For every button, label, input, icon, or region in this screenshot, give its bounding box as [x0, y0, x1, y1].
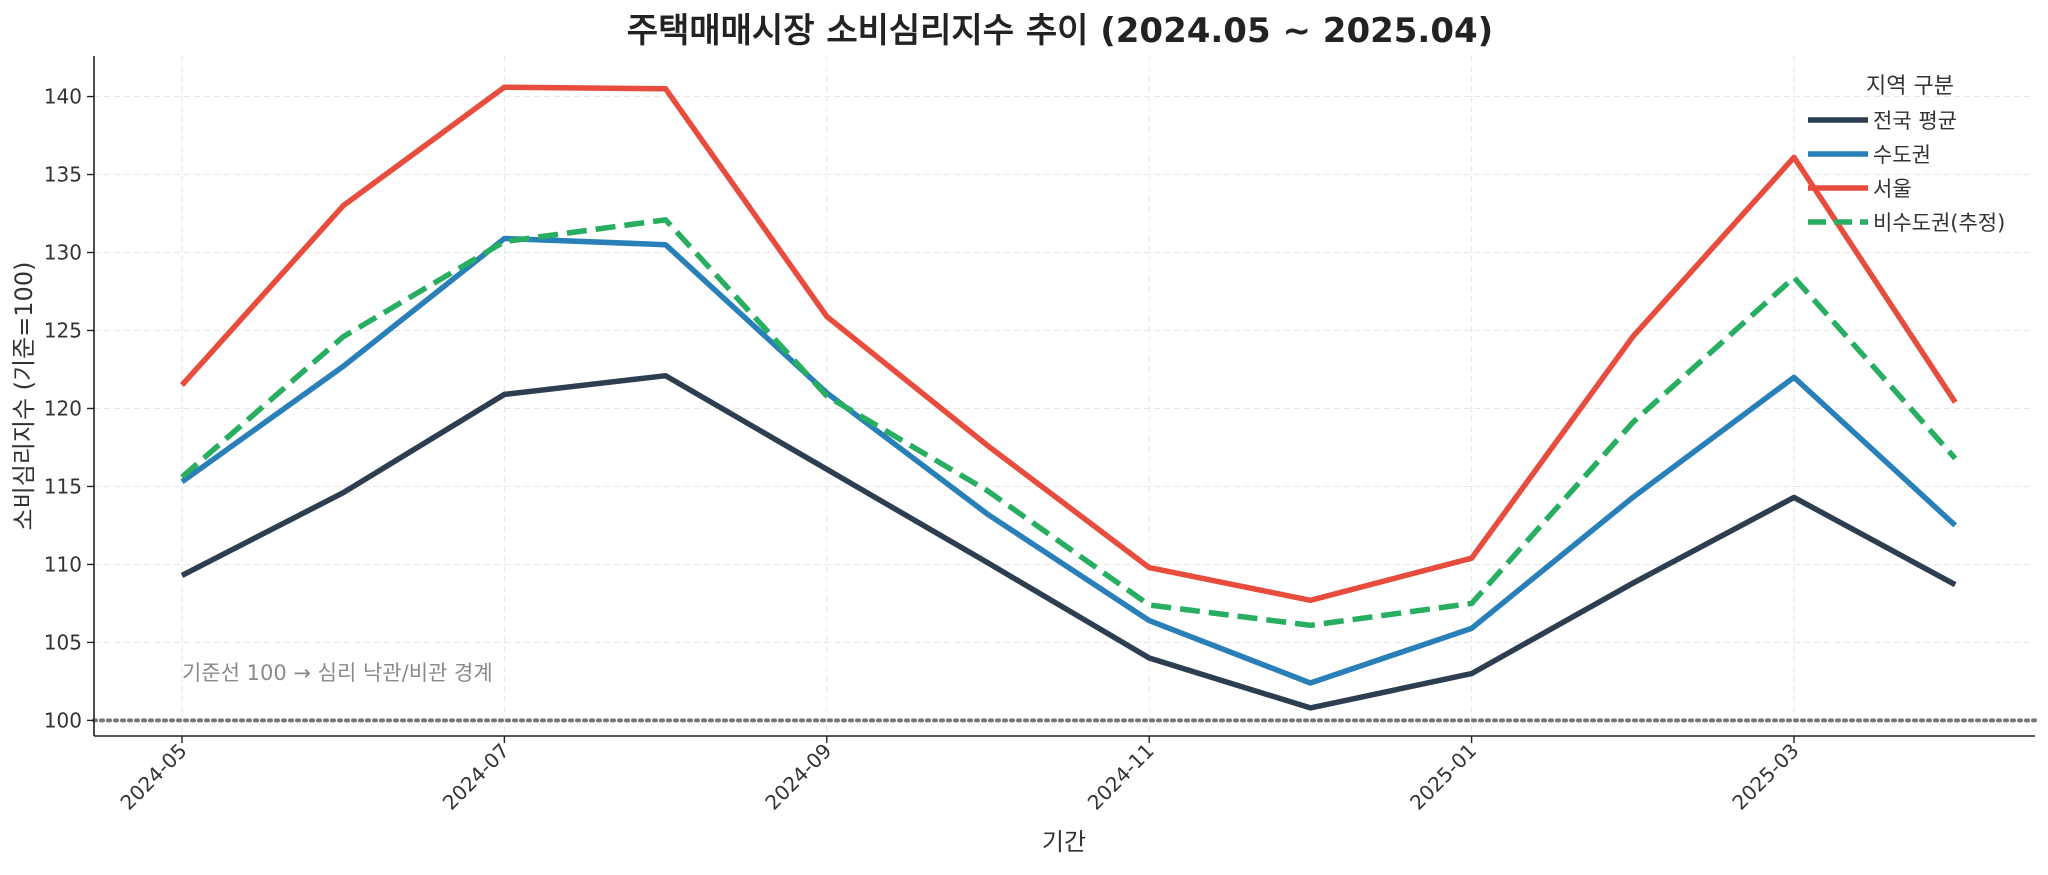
x-tick-label: 2025-03 — [1727, 739, 1803, 815]
y-tick-label: 140 — [44, 85, 82, 109]
y-ticks: 100 105 110 115 120 125 130 135 140 — [44, 85, 94, 732]
legend-item-label: 서울 — [1873, 177, 1912, 201]
series-line — [180, 235, 1958, 686]
chart-title: 주택매매시장 소비심리지수 추이 (2024.05 ~ 2025.04) — [627, 11, 1493, 51]
series-line — [180, 372, 1957, 711]
y-tick-label: 135 — [44, 163, 82, 187]
y-tick-label: 100 — [44, 708, 82, 732]
y-tick-label: 105 — [44, 630, 82, 654]
legend-item-label: 비수도권(추정) — [1873, 211, 2005, 235]
series-group — [179, 84, 1958, 711]
y-axis-label: 소비심리지수 (기준=100) — [10, 262, 38, 531]
x-ticks: 2024-05 2024-07 2024-09 2024-11 2025-01 2025-… — [115, 736, 1804, 815]
series-line — [179, 84, 1958, 604]
legend-title: 지역 구분 — [1866, 74, 1954, 99]
y-tick-label: 115 — [44, 474, 82, 498]
x-tick-label: 2025-01 — [1405, 739, 1481, 815]
legend-item-label: 전국 평균 — [1873, 109, 1957, 133]
y-tick-label: 125 — [44, 318, 82, 342]
legend-item-label: 수도권 — [1873, 143, 1931, 167]
baseline-annotation: 기준선 100 → 심리 낙관/비관 경계 — [182, 661, 493, 685]
y-tick-label: 130 — [44, 241, 82, 265]
y-tick-label: 110 — [44, 552, 82, 576]
axes — [93, 56, 2035, 737]
x-axis-label: 기간 — [1042, 828, 1086, 856]
series-line — [180, 217, 1958, 629]
x-tick-label: 2024-07 — [438, 739, 514, 815]
y-tick-label: 120 — [44, 396, 82, 420]
grid — [94, 56, 2035, 736]
x-tick-label: 2024-05 — [115, 739, 191, 815]
x-tick-label: 2024-09 — [760, 739, 836, 815]
x-tick-label: 2024-11 — [1083, 739, 1159, 815]
